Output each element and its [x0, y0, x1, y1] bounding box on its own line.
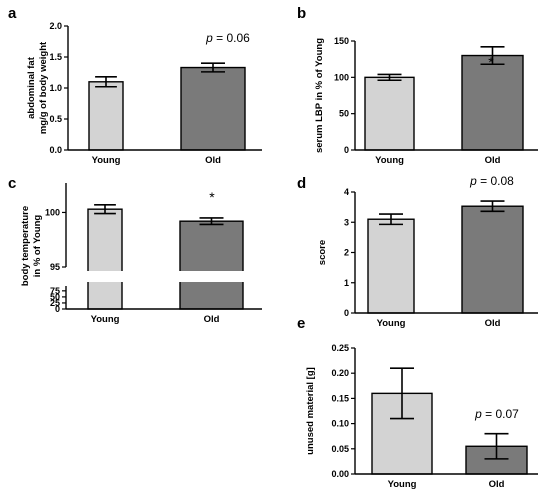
- panel-b-ytick-label: 100: [334, 72, 349, 82]
- panel-a-xtick-young: Young: [92, 155, 121, 166]
- panel-e-ytick-label: 0.25: [331, 343, 349, 353]
- panel-b-xtick-old: Old: [485, 155, 501, 166]
- panel-d-p-value: p = 0.08: [469, 174, 514, 188]
- panel-d-letter: d: [297, 175, 306, 192]
- panel-a-bar-old: [180, 66, 246, 151]
- panel-c-ytick-label: 75: [50, 286, 60, 296]
- panel-c-ytick-label: 0: [55, 304, 60, 314]
- panel-e-xtick-young: Young: [388, 479, 417, 490]
- panel-d-ylabel: score: [317, 240, 328, 265]
- panel-e-ylabel: unused material [g]: [305, 367, 316, 455]
- panel-b-xtick-young: Young: [375, 155, 404, 166]
- panel-e-ytick-label: 0.00: [331, 469, 349, 479]
- panel-e-p-value: p = 0.07: [474, 407, 519, 421]
- panel-e-xtick-old: Old: [489, 479, 505, 490]
- panel-e-ytick-label: 0.20: [331, 368, 349, 378]
- panel-d-errorbar-young: [379, 213, 403, 226]
- panel-c-ylabel: in % of Young: [32, 215, 43, 278]
- p-value-text: = 0.06: [213, 31, 250, 45]
- panel-a-ytick-label: 2.0: [49, 21, 62, 31]
- panel-b-letter: b: [297, 5, 306, 22]
- panel-d-bar-young: [367, 218, 415, 314]
- p-symbol: p: [474, 407, 482, 421]
- panel-d-xtick-old: Old: [485, 318, 501, 329]
- panel-c-bar-young: [87, 208, 123, 310]
- panel-d-xtick-young: Young: [377, 318, 406, 329]
- panel-a-ylabel: mg/g of body weight: [38, 41, 49, 134]
- panel-d-ytick-label: 0: [344, 308, 349, 318]
- panel-a-ytick-label: 1.0: [49, 83, 62, 93]
- panel-a-letter: a: [8, 5, 17, 22]
- panel-d-ytick-label: 1: [344, 278, 349, 288]
- panel-d-ytick-label: 3: [344, 217, 349, 227]
- panel-b-ylabel: serum LBP in % of Young: [314, 38, 325, 153]
- p-symbol: p: [469, 174, 477, 188]
- panel-b-ytick-label: 150: [334, 36, 349, 46]
- panel-c-ytick-label: 95: [50, 262, 60, 272]
- panel-b-ytick-label: 50: [339, 109, 349, 119]
- panel-b-bar-young: [364, 76, 415, 151]
- panel-b-ytick-label: 0: [344, 145, 349, 155]
- panel-d-ytick-label: 2: [344, 248, 349, 258]
- panel-a-p-value: p = 0.06: [205, 31, 250, 45]
- panel-a-ytick-label: 0.5: [49, 114, 62, 124]
- p-value-text: = 0.07: [482, 407, 519, 421]
- panel-a-ylabel: abdominal fat: [26, 56, 37, 119]
- panel-a-ytick-label: 0.0: [49, 145, 62, 155]
- panel-b-errorbar-old: [480, 46, 505, 66]
- panel-c-errorbar-young: [94, 204, 116, 215]
- panel-c-ytick-label: 50: [50, 292, 60, 302]
- panel-c-ytick-label: 100: [45, 207, 60, 217]
- panel-b-significance-star: *: [488, 54, 494, 70]
- panel-c-ylabel: body temperature: [20, 206, 31, 286]
- panel-c-xtick-young: Young: [91, 314, 120, 325]
- panel-b-errorbar-young: [377, 73, 402, 82]
- panel-e-ytick-label: 0.05: [331, 444, 349, 454]
- panel-c-axis-break-gap: [58, 271, 262, 282]
- panel-a-xtick-old: Old: [205, 155, 221, 166]
- panel-e-ytick-label: 0.10: [331, 419, 349, 429]
- panel-d-bar-old: [461, 205, 524, 314]
- p-symbol: p: [205, 31, 213, 45]
- panel-e-ytick-label: 0.15: [331, 393, 349, 403]
- panel-c-significance-star: *: [209, 189, 215, 205]
- panel-a-errorbar-old: [201, 62, 225, 73]
- panel-e-letter: e: [297, 315, 305, 332]
- panel-e-errorbar-young: [390, 367, 414, 420]
- panel-c-bar-old: [179, 220, 244, 310]
- panel-c-errorbar-old: [199, 217, 224, 226]
- panel-d-ytick-label: 4: [344, 187, 349, 197]
- panel-c-letter: c: [8, 175, 16, 192]
- panel-c-xtick-old: Old: [204, 314, 220, 325]
- panel-a-bar-young: [88, 81, 124, 151]
- p-value-text: = 0.08: [477, 174, 514, 188]
- panel-c-ytick-label: 25: [50, 298, 60, 308]
- panel-e-errorbar-old: [484, 432, 509, 460]
- panel-a-errorbar-young: [95, 76, 117, 88]
- panel-d-errorbar-old: [480, 200, 505, 213]
- panel-a-ytick-label: 1.5: [49, 52, 62, 62]
